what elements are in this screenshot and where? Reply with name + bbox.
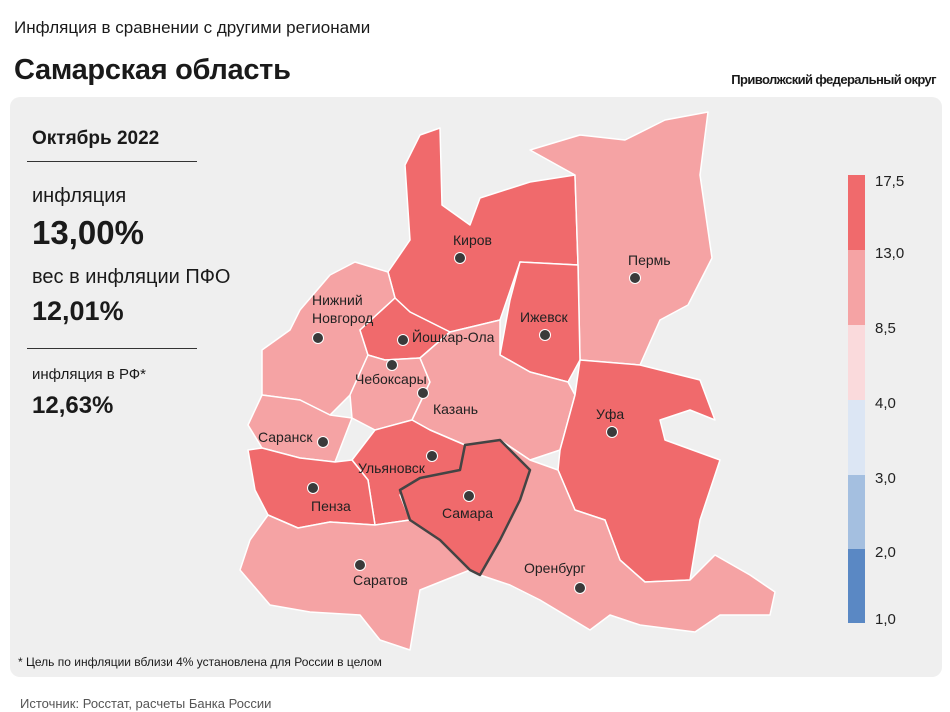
city-dot-cheboksary: [386, 359, 398, 371]
legend-tick-4-0: 4,0: [875, 395, 896, 412]
inflation-label: инфляция: [32, 185, 127, 207]
legend-band-6: [848, 549, 865, 623]
inflation-value: 13,00%: [32, 214, 144, 251]
city-dot-kirov: [454, 252, 466, 264]
legend-band-1: [848, 175, 865, 250]
city-dot-samara: [463, 490, 475, 502]
city-label-ufa: Уфа: [596, 406, 624, 422]
city-label-perm: Пермь: [628, 252, 671, 268]
city-label-nizhny-2: Новгород: [312, 310, 373, 326]
period-label: Октябрь 2022: [32, 128, 160, 149]
legend-band-4: [848, 400, 865, 475]
legend-tick-2-0: 2,0: [875, 544, 896, 561]
city-label-yoshkar: Йошкар-Ола: [412, 328, 495, 345]
legend-tick-17-5: 17,5: [875, 173, 904, 190]
city-label-nizhny-1: Нижний: [312, 292, 363, 308]
page-title: Самарская область: [14, 54, 291, 86]
samara-highlight-outline: [398, 438, 532, 577]
rf-inflation-label: инфляция в РФ*: [32, 366, 147, 383]
legend-band-3: [848, 325, 865, 400]
divider-bottom: [27, 348, 197, 349]
city-dot-ufa: [606, 426, 618, 438]
city-dot-kazan: [417, 387, 429, 399]
city-label-saratov: Саратов: [353, 572, 408, 588]
color-legend: 17,5 13,0 8,5 4,0 3,0 2,0 1,0: [848, 173, 904, 628]
weight-value: 12,01%: [32, 296, 124, 326]
city-dot-yoshkar: [397, 334, 409, 346]
divider-top: [27, 161, 197, 162]
rf-inflation-value: 12,63%: [32, 392, 114, 419]
city-dot-saransk: [317, 436, 329, 448]
legend-band-5: [848, 475, 865, 549]
district-label: Приволжский федеральный округ: [731, 72, 936, 87]
city-dot-perm: [629, 272, 641, 284]
city-label-kazan: Казань: [433, 401, 478, 417]
legend-tick-8-5: 8,5: [875, 320, 896, 337]
page-supertitle: Инфляция в сравнении с другими регионами: [14, 18, 371, 37]
city-label-penza: Пенза: [311, 498, 351, 514]
city-label-orenburg: Оренбург: [524, 560, 586, 576]
footnote: * Цель по инфляции вблизи 4% установлена…: [18, 655, 382, 669]
region-ufa[interactable]: [557, 359, 721, 583]
source-note: Источник: Росстат, расчеты Банка России: [20, 696, 272, 711]
weight-label: вес в инфляции ПФО: [32, 266, 231, 288]
city-label-izhevsk: Ижевск: [520, 309, 568, 325]
legend-tick-3-0: 3,0: [875, 470, 896, 487]
city-dot-orenburg: [574, 582, 586, 594]
city-label-saransk: Саранск: [258, 429, 313, 445]
city-dot-izhevsk: [539, 329, 551, 341]
legend-band-2: [848, 250, 865, 325]
city-dot-ulyanovsk: [426, 450, 438, 462]
city-dot-penza: [307, 482, 319, 494]
region-saratov[interactable]: [239, 514, 471, 651]
legend-tick-13-0: 13,0: [875, 245, 904, 262]
city-label-ulyanovsk: Ульяновск: [358, 460, 426, 476]
city-label-cheboksary: Чебоксары: [355, 371, 427, 387]
legend-tick-1-0: 1,0: [875, 611, 896, 628]
city-label-samara: Самара: [442, 505, 493, 521]
city-dot-saratov: [354, 559, 366, 571]
city-dot-nizhny: [312, 332, 324, 344]
city-label-kirov: Киров: [453, 232, 492, 248]
